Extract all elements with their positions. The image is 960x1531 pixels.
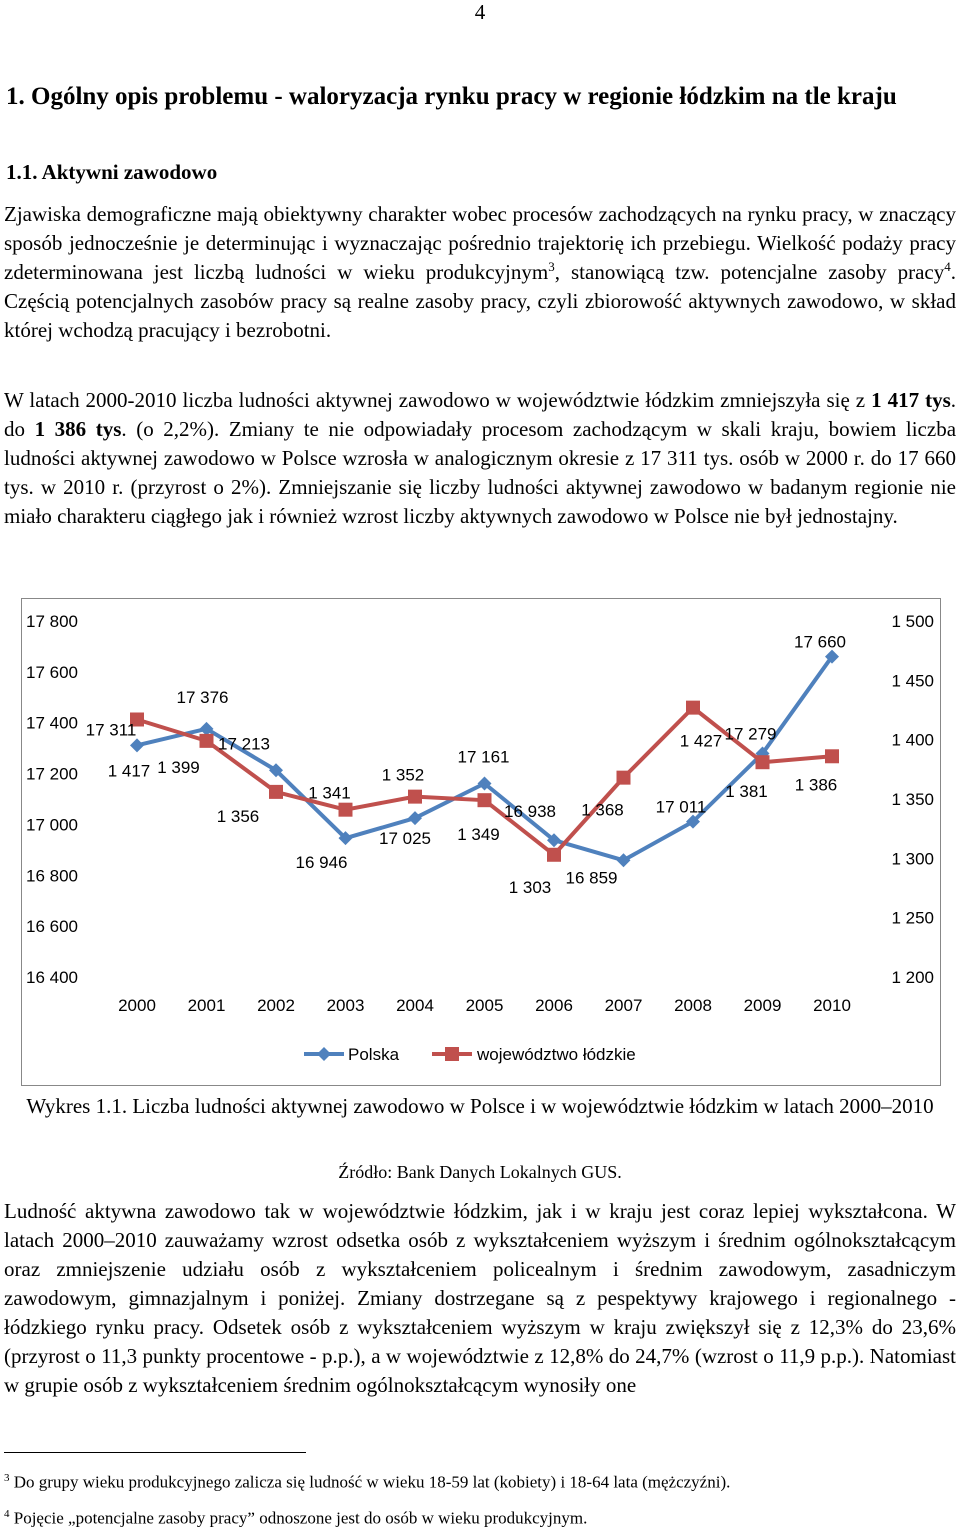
data-label: 17 213 [218, 734, 270, 753]
x-tick-label: 2004 [396, 996, 434, 1015]
data-point[interactable] [825, 649, 839, 664]
legend-marker [445, 1047, 459, 1061]
footnote-separator [4, 1452, 306, 1453]
data-point[interactable] [686, 700, 700, 715]
data-point[interactable] [408, 811, 422, 826]
y-right-tick-label: 1 450 [891, 671, 934, 690]
section-heading: 1. Ogólny opis problemu - waloryzacja ry… [6, 83, 897, 110]
series-wojewodztwo-lodzkie [130, 700, 839, 862]
data-label: 17 660 [794, 633, 846, 652]
x-tick-label: 2008 [674, 996, 712, 1015]
x-tick-label: 2009 [744, 996, 782, 1015]
data-point[interactable] [408, 789, 422, 804]
x-tick-label: 2001 [188, 996, 226, 1015]
data-point[interactable] [130, 712, 144, 727]
y-right-tick-label: 1 300 [891, 849, 934, 868]
data-label: 17 161 [458, 747, 510, 766]
data-point[interactable] [338, 831, 353, 846]
data-label: 1 341 [308, 784, 351, 803]
y-right-tick-label: 1 200 [891, 968, 934, 987]
y-left-tick-label: 16 400 [26, 968, 78, 987]
x-tick-label: 2002 [257, 996, 295, 1015]
data-point[interactable] [547, 847, 561, 862]
data-label: 1 303 [509, 878, 552, 897]
y-right-tick-label: 1 500 [891, 612, 934, 631]
paragraph-2: W latach 2000-2010 liczba ludności aktyw… [4, 388, 957, 528]
y-right-tick-label: 1 250 [891, 909, 934, 928]
footnote-3: 3 Do grupy wieku produkcyjnego zalicza s… [4, 1472, 731, 1492]
data-label: 17 011 [656, 798, 707, 817]
chart-legend: Polska województwo łódzkie [304, 1045, 636, 1064]
data-label: 1 368 [581, 801, 624, 820]
y-left-tick-label: 16 600 [26, 917, 78, 936]
y-left-tick-label: 17 600 [26, 663, 78, 682]
y-right-tick-label: 1 400 [891, 731, 934, 750]
legend-label: Polska [348, 1045, 400, 1064]
legend-label: województwo łódzkie [476, 1045, 636, 1064]
data-point[interactable] [477, 776, 492, 791]
y-right-tick-label: 1 350 [891, 790, 934, 809]
data-label: 1 417 [108, 761, 151, 780]
data-point[interactable] [269, 763, 283, 778]
data-label: 1 349 [457, 825, 500, 844]
footnote-ref-4[interactable]: 4 [944, 259, 951, 274]
data-label: 1 427 [680, 732, 723, 751]
data-label: 16 938 [504, 802, 556, 821]
data-label: 17 025 [379, 829, 431, 848]
y-left-tick-label: 17 800 [26, 612, 78, 631]
data-label: 16 946 [296, 853, 348, 872]
y-left-tick-label: 16 800 [26, 866, 78, 885]
paragraph-3: Ludność aktywna zawodowo tak w województ… [4, 1199, 956, 1397]
data-label: 16 859 [566, 868, 618, 887]
x-tick-label: 2000 [118, 996, 156, 1015]
chart-figure: 16 400 16 600 16 800 17 000 17 200 17 400 17 6… [21, 598, 941, 1086]
data-label: 1 356 [217, 807, 260, 826]
data-label: 17 279 [725, 724, 777, 743]
data-point[interactable] [338, 802, 353, 817]
data-point[interactable] [547, 833, 561, 848]
data-point[interactable] [199, 721, 214, 736]
data-point[interactable] [616, 853, 631, 868]
x-tick-label: 2007 [605, 996, 643, 1015]
data-label: 1 352 [382, 766, 425, 785]
subsection-heading: 1.1. Aktywni zawodowo [6, 160, 218, 184]
footnote-4: 4 Pojęcie „potencjalne zasoby pracy” odn… [4, 1508, 588, 1528]
data-point[interactable] [477, 793, 492, 808]
footnote-ref-3[interactable]: 3 [548, 259, 555, 274]
y-left-tick-label: 17 000 [26, 815, 78, 834]
paragraph-1: Zjawiska demograficzne mają obiektywny c… [4, 202, 956, 342]
data-label: 1 381 [725, 782, 768, 801]
data-label: 1 386 [795, 775, 838, 794]
y-left-tick-label: 17 200 [26, 765, 78, 784]
data-label: 17 311 [86, 720, 137, 739]
data-point[interactable] [686, 814, 700, 829]
data-label: 1 399 [157, 758, 200, 777]
legend-marker [317, 1047, 331, 1061]
page-number: 4 [474, 0, 486, 24]
data-point[interactable] [130, 738, 144, 753]
x-tick-label: 2010 [813, 996, 851, 1015]
data-point[interactable] [269, 784, 283, 799]
x-tick-label: 2006 [535, 996, 573, 1015]
data-label: 17 376 [177, 688, 229, 707]
line-chart: 16 400 16 600 16 800 17 000 17 200 17 400 17 6… [26, 612, 934, 1064]
x-tick-label: 2003 [327, 996, 365, 1015]
data-point[interactable] [755, 755, 770, 770]
x-tick-label: 2005 [466, 996, 504, 1015]
data-point[interactable] [825, 749, 839, 764]
data-point[interactable] [199, 733, 214, 748]
figure-caption: Wykres 1.1. Liczba ludności aktywnej zaw… [26, 1094, 934, 1118]
y-left-tick-label: 17 400 [26, 714, 78, 733]
data-point[interactable] [616, 770, 631, 785]
figure-source: Źródło: Bank Danych Lokalnych GUS. [338, 1162, 622, 1182]
